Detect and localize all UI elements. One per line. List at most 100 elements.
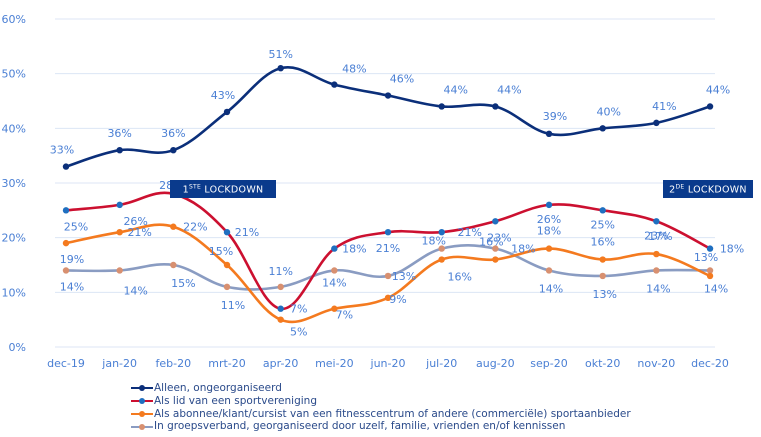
- data-point: [492, 245, 499, 252]
- data-label: 9%: [389, 293, 406, 306]
- legend-swatch-icon: [131, 421, 153, 433]
- x-tick-label: dec-20: [691, 357, 729, 370]
- data-label: 14%: [539, 282, 563, 295]
- data-label: 15%: [171, 277, 195, 290]
- data-point: [599, 272, 606, 280]
- x-tick-label: mei-20: [315, 357, 354, 370]
- data-label: 15%: [209, 245, 233, 258]
- data-point: [384, 272, 392, 280]
- data-point: [438, 103, 445, 110]
- data-point: [706, 267, 714, 274]
- chart-legend: Alleen, ongeorganiseerd Als lid van een s…: [131, 382, 631, 433]
- legend-swatch-icon: [131, 382, 153, 394]
- data-label: 44%: [443, 83, 467, 96]
- data-label: 23%: [487, 231, 511, 244]
- series-2: [62, 223, 714, 324]
- y-tick-label: 10%: [2, 286, 26, 299]
- data-label: 26%: [537, 213, 561, 226]
- legend-label: Als lid van een sportvereniging: [154, 394, 317, 407]
- legend-swatch-icon: [131, 408, 153, 420]
- data-label: 26%: [123, 215, 147, 228]
- data-point: [384, 294, 392, 301]
- badge-background: [170, 180, 276, 198]
- data-point: [545, 267, 553, 274]
- data-label: 13%: [694, 251, 718, 264]
- data-point: [116, 267, 123, 274]
- data-point: [706, 103, 714, 110]
- data-point: [599, 125, 606, 132]
- data-point: [331, 245, 338, 252]
- lockdown-annotations: 1STE LOCKDOWN 2DE LOCKDOWN: [170, 180, 753, 198]
- data-labels: 14% 14%15%11%11%14%13%18%18%14% 13% 14% 14%1…: [50, 48, 744, 338]
- y-tick-label: 0%: [9, 341, 26, 354]
- x-tick-label: jun-20: [370, 357, 406, 370]
- data-point: [223, 261, 231, 269]
- data-point: [62, 267, 70, 274]
- y-axis-ticks: 0% 10% 20% 30% 40% 50% 60%: [2, 13, 26, 354]
- data-label: 44%: [706, 83, 730, 96]
- legend-swatch-icon: [131, 395, 153, 407]
- data-label: 23%: [644, 229, 668, 242]
- line-chart: 0% 10% 20% 30% 40% 50% 60% dec-19 jan-20 feb-20 m…: [2, 13, 753, 370]
- data-label: 48%: [342, 63, 366, 76]
- data-point: [116, 201, 123, 209]
- data-point: [438, 256, 445, 263]
- data-point: [277, 305, 284, 312]
- badge-background: [663, 180, 753, 198]
- x-tick-label: feb-20: [156, 357, 192, 370]
- data-point: [599, 256, 606, 263]
- data-label: 39%: [543, 110, 567, 123]
- data-point: [653, 250, 660, 258]
- data-point: [706, 245, 714, 252]
- data-point: [331, 81, 338, 88]
- data-point: [223, 108, 231, 116]
- data-label: 36%: [107, 127, 131, 140]
- data-label: 5%: [290, 326, 307, 339]
- data-label: 16%: [590, 236, 614, 249]
- data-label: 36%: [161, 127, 185, 140]
- data-point: [653, 119, 660, 127]
- data-point: [706, 272, 714, 280]
- data-label: 25%: [64, 220, 88, 233]
- data-point: [62, 207, 70, 214]
- x-tick-label: okt-20: [585, 357, 620, 370]
- legend-label: Alleen, ongeorganiseerd: [154, 382, 282, 394]
- data-point: [277, 283, 284, 291]
- data-label: 51%: [268, 48, 292, 61]
- data-label: 18%: [720, 243, 744, 256]
- data-point: [438, 245, 445, 252]
- data-point: [277, 316, 284, 323]
- x-tick-label: jan-20: [101, 357, 137, 370]
- y-tick-label: 30%: [2, 177, 26, 190]
- data-point: [62, 163, 70, 170]
- data-label: 22%: [183, 221, 207, 234]
- x-tick-label: nov-20: [637, 357, 675, 370]
- series-3: [62, 243, 714, 291]
- y-tick-label: 20%: [2, 232, 26, 245]
- data-label: 14%: [60, 280, 84, 293]
- data-label: 40%: [596, 105, 620, 118]
- data-point: [170, 223, 177, 230]
- data-label: 21%: [235, 226, 259, 239]
- data-label: 11%: [268, 265, 292, 278]
- y-tick-label: 40%: [2, 122, 26, 135]
- data-point: [170, 147, 177, 154]
- data-label: 14%: [646, 282, 670, 295]
- data-point: [331, 267, 338, 274]
- data-point: [492, 103, 499, 110]
- data-point: [62, 239, 70, 247]
- legend-item: Als lid van een sportvereniging: [131, 395, 631, 408]
- data-label: 41%: [652, 100, 676, 113]
- x-axis-ticks: dec-19 jan-20 feb-20 mrt-20 apr-20 mei-20 jun-…: [47, 357, 729, 370]
- data-label: 21%: [457, 226, 481, 239]
- data-label: 18%: [421, 235, 445, 248]
- x-tick-label: jul-20: [425, 357, 457, 370]
- data-label: 33%: [50, 144, 74, 157]
- gridlines: [55, 18, 715, 348]
- data-point: [492, 218, 499, 225]
- data-label: 19%: [60, 253, 84, 266]
- y-tick-label: 50%: [2, 68, 26, 81]
- x-tick-label: aug-20: [476, 357, 515, 370]
- data-point: [653, 267, 660, 274]
- data-label: 13%: [592, 288, 616, 301]
